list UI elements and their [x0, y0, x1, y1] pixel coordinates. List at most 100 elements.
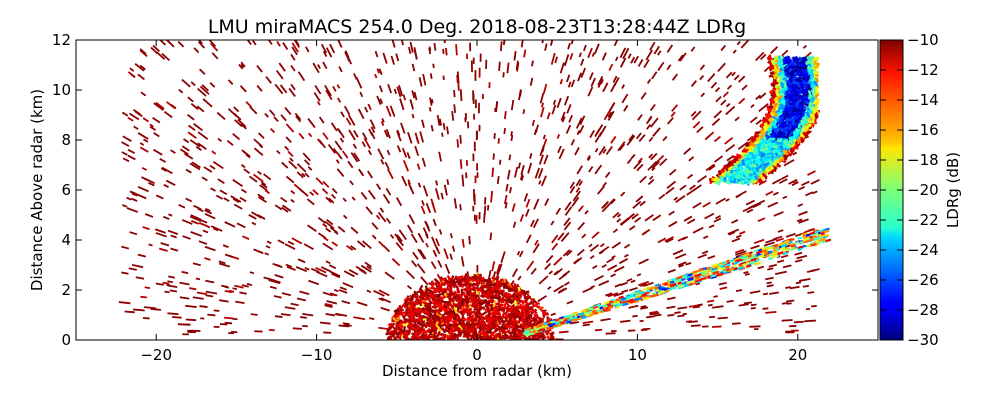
echo-gate: [769, 291, 779, 295]
echo-gate: [592, 264, 598, 270]
echo-gate: [638, 195, 644, 201]
echo-gate: [486, 335, 493, 340]
echo-gate: [546, 326, 553, 331]
echo-gate: [732, 49, 737, 54]
echo-gate: [297, 71, 306, 82]
echo-gate: [281, 292, 291, 297]
echo-gate: [367, 149, 373, 156]
echo-gate: [202, 98, 213, 108]
echo-gate: [444, 263, 451, 275]
echo-gate: [556, 97, 562, 109]
echo-gate: [711, 118, 721, 126]
echo-gate: [666, 180, 677, 189]
echo-gate: [315, 267, 327, 274]
echo-gate: [448, 302, 454, 309]
echo-gate: [318, 139, 327, 149]
echo-gate: [197, 207, 204, 213]
echo-gate: [576, 248, 585, 257]
echo-gate: [511, 324, 516, 329]
echo-gate: [566, 74, 571, 83]
echo-gate: [300, 316, 307, 319]
echo-gate: [360, 191, 368, 200]
echo-gate: [168, 213, 173, 217]
echo-gate: [602, 82, 609, 93]
echo-gate: [183, 152, 194, 160]
echo-gate: [696, 126, 704, 134]
echo-gate: [343, 270, 355, 278]
echo-gate: [746, 208, 754, 214]
echo-gate: [294, 112, 302, 121]
echo-gate: [402, 322, 409, 327]
echo-gate: [533, 198, 540, 210]
echo-gate: [508, 186, 513, 194]
echo-gate: [415, 307, 423, 313]
echo-gate: [780, 82, 785, 89]
echo-gate: [677, 314, 685, 318]
echo-gate: [669, 282, 677, 287]
echo-gate: [226, 139, 234, 146]
echo-gate: [291, 237, 303, 245]
echo-gate: [418, 284, 424, 292]
echo-gate: [155, 282, 164, 286]
echo-gate: [551, 234, 559, 244]
echo-gate: [426, 307, 432, 314]
echo-gate: [789, 148, 796, 155]
echo-gate: [738, 263, 743, 267]
echo-gate: [717, 62, 726, 73]
echo-gate: [798, 277, 811, 282]
echo-gate: [810, 179, 820, 185]
echo-gate: [326, 300, 338, 305]
echo-gate: [651, 71, 658, 80]
echo-gate: [780, 254, 789, 259]
echo-gate: [566, 104, 572, 114]
echo-gate: [232, 133, 241, 141]
echo-gate: [404, 307, 410, 311]
echo-gate: [627, 301, 632, 305]
echo-gate: [365, 206, 374, 215]
echo-gate: [325, 89, 333, 101]
echo-gate: [764, 250, 769, 254]
echo-gate: [575, 316, 582, 320]
echo-gate: [129, 231, 138, 236]
echo-gate: [449, 284, 454, 291]
echo-gate: [726, 84, 733, 90]
echo-gate: [702, 201, 711, 208]
echo-gate: [353, 73, 358, 80]
echo-gate: [416, 163, 421, 170]
echo-gate: [149, 123, 154, 128]
echo-gate: [210, 42, 219, 52]
echo-gate: [738, 75, 746, 83]
echo-gate: [385, 128, 390, 135]
echo-gate: [152, 116, 161, 124]
echo-gate: [156, 51, 166, 60]
echo-gate: [322, 223, 328, 228]
echo-gate: [411, 310, 416, 315]
echo-gate: [510, 320, 518, 326]
echo-gate: [285, 123, 295, 133]
echo-gate: [690, 80, 698, 87]
echo-gate: [750, 257, 757, 262]
echo-gate: [218, 260, 226, 265]
echo-gate: [281, 206, 289, 213]
echo-gate: [750, 307, 756, 310]
echo-gate: [559, 318, 565, 322]
echo-gate: [212, 160, 224, 170]
echo-gate: [467, 323, 471, 328]
echo-gate: [525, 234, 532, 244]
echo-gate: [204, 213, 216, 220]
echo-gate: [785, 286, 791, 289]
echo-gate: [474, 317, 478, 322]
echo-gate: [795, 281, 802, 285]
echo-gate: [713, 295, 718, 298]
echo-gate: [769, 71, 775, 75]
echo-gate: [669, 168, 677, 176]
echo-gate: [325, 47, 333, 58]
echo-gate: [525, 337, 532, 340]
echo-gate: [349, 180, 354, 186]
echo-gate: [204, 245, 216, 252]
echo-gate: [646, 286, 653, 290]
echo-gate: [544, 262, 552, 271]
echo-gate: [366, 265, 372, 270]
echo-gate: [424, 322, 433, 328]
echo-gate: [450, 297, 456, 303]
